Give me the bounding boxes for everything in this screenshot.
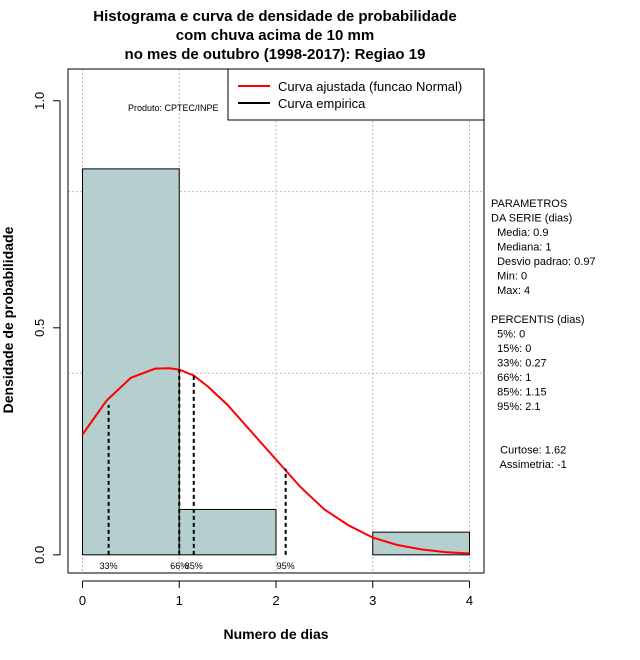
fitted-curve-group bbox=[81, 367, 470, 555]
percentile-label: 85% bbox=[185, 561, 203, 571]
legend-label-fitted: Curva ajustada (funcao Normal) bbox=[278, 79, 462, 94]
percentile-label: 66% bbox=[170, 561, 188, 571]
side-stat-line: Min: 0 bbox=[491, 271, 527, 283]
histogram-bar bbox=[82, 168, 180, 556]
histogram-bar bbox=[372, 531, 470, 556]
plot-frame bbox=[67, 68, 485, 574]
side-stat-line: 95%: 2.1 bbox=[491, 401, 541, 413]
side-stat-line: PARAMETROS bbox=[491, 198, 567, 210]
side-stat-line: Curtose: 1.62 bbox=[491, 445, 566, 457]
side-stat-line: Mediana: 1 bbox=[491, 242, 552, 254]
side-stat-line: 85%: 1.15 bbox=[491, 387, 547, 399]
x-tick-label: 2 bbox=[272, 593, 279, 608]
y-tick-label: 0.0 bbox=[32, 546, 47, 564]
legend: Curva ajustada (funcao Normal) Curva emp… bbox=[227, 68, 485, 121]
side-stat-line: 5%: 0 bbox=[491, 329, 525, 341]
side-stat-line: 33%: 0.27 bbox=[491, 358, 547, 370]
y-tick-label: 1.0 bbox=[32, 92, 47, 110]
y-axis-title: Densidade de probabilidade bbox=[0, 226, 16, 413]
side-stat-line: Desvio padrao: 0.97 bbox=[491, 256, 596, 268]
chart-title-line-2: com chuva acima de 10 mm bbox=[176, 27, 374, 44]
side-stat-line: 66%: 1 bbox=[491, 372, 531, 384]
side-stat-line: Max: 4 bbox=[491, 285, 530, 297]
chart-title-line-3: no mes de outubro (1998-2017): Regiao 19 bbox=[125, 46, 426, 63]
side-stat-line: 15%: 0 bbox=[491, 343, 531, 355]
x-tick-label: 1 bbox=[176, 593, 183, 608]
x-tick-label: 4 bbox=[466, 593, 473, 608]
chart-title-line-1: Histograma e curva de densidade de proba… bbox=[93, 8, 456, 25]
histogram-bars bbox=[82, 168, 470, 556]
legend-label-empirical: Curva empirica bbox=[278, 96, 366, 111]
x-tick-label: 0 bbox=[79, 593, 86, 608]
percentile-label: 95% bbox=[277, 561, 295, 571]
percentile-lines: 33% 66%85% 95% bbox=[100, 369, 295, 571]
side-stat-line: DA SERIE (dias) bbox=[491, 213, 572, 225]
x-axis-title: Numero de dias bbox=[223, 626, 328, 642]
side-stat-line: PERCENTIS (dias) bbox=[491, 314, 585, 326]
fitted-normal-curve bbox=[81, 367, 470, 555]
y-axis: 0.0 0.5 1.0 bbox=[32, 92, 61, 564]
side-stat-line: Media: 0.9 bbox=[491, 227, 548, 239]
percentile-label: 33% bbox=[100, 561, 118, 571]
x-axis: 0 1 2 3 4 bbox=[79, 580, 473, 608]
legend-box bbox=[227, 68, 485, 121]
side-stats: PARAMETROS DA SERIE (dias) Media: 0.9 Med… bbox=[491, 198, 596, 471]
y-tick-label: 0.5 bbox=[32, 319, 47, 337]
x-tick-label: 3 bbox=[369, 593, 376, 608]
source-note: Produto: CPTEC/INPE bbox=[128, 103, 219, 113]
side-stat-line: Assimetria: -1 bbox=[491, 459, 567, 471]
